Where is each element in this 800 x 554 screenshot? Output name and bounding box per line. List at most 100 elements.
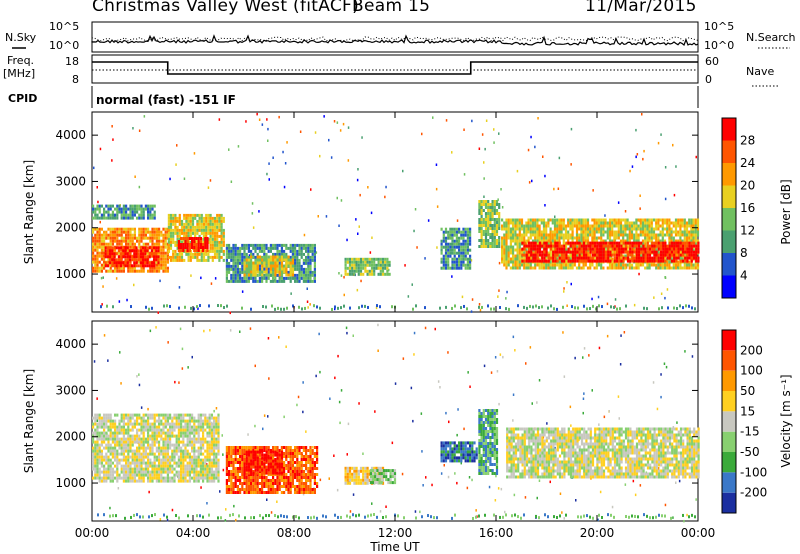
power-cell: [234, 267, 237, 271]
power-cell: [118, 251, 121, 255]
power-cell: [466, 227, 469, 231]
power-cell: [573, 224, 576, 228]
power-ground-speckle: [265, 305, 267, 309]
power-cell: [516, 263, 519, 267]
power-cell: [232, 273, 235, 277]
power-cell: [296, 273, 299, 277]
power-cell: [166, 257, 169, 261]
power-cell: [261, 249, 264, 253]
velocity-cell: [98, 476, 101, 480]
power-cell: [160, 263, 163, 267]
power-speckle: [303, 233, 306, 237]
power-ground-speckle: [571, 305, 573, 309]
velocity-ground-speckle: [175, 514, 177, 518]
power-cell: [186, 237, 189, 240]
power-cell: [116, 207, 119, 211]
velocity-speckle: [247, 433, 249, 436]
power-cell: [298, 273, 301, 277]
power-cell: [615, 218, 618, 222]
power-cell: [692, 266, 695, 270]
power-cell: [232, 249, 235, 253]
velocity-speckle: [524, 496, 527, 499]
power-cell: [696, 239, 700, 243]
power-speckle: [138, 129, 141, 132]
power-cell: [269, 279, 272, 283]
power-cell: [105, 236, 108, 240]
power-cell: [126, 258, 129, 262]
power-cell: [149, 230, 152, 234]
power-speckle: [463, 173, 466, 176]
velocity-speckle: [422, 484, 424, 487]
velocity-cell: [109, 464, 112, 468]
noise-left-label: N.Sky: [5, 31, 37, 44]
power-cell: [120, 230, 123, 234]
power-cell: [151, 242, 154, 246]
power-cell: [582, 241, 586, 245]
power-cell: [672, 239, 675, 243]
power-cell: [531, 221, 535, 225]
velocity-speckle: [229, 329, 232, 332]
power-cell: [679, 263, 682, 267]
velocity-cell: [98, 473, 101, 477]
velocity-ground-speckle: [259, 514, 261, 518]
velocity-ground-speckle: [502, 515, 504, 519]
power-cell: [139, 261, 142, 265]
velocity-cell: [118, 443, 121, 447]
power-speckle: [118, 300, 121, 303]
power-cell: [305, 246, 308, 250]
power-cell: [652, 236, 656, 240]
velocity-speckle: [352, 493, 355, 496]
power-cell: [313, 279, 316, 283]
velocity-speckle: [603, 415, 606, 419]
power-cell: [567, 254, 570, 258]
power-cell: [353, 266, 356, 270]
power-cell: [199, 246, 202, 249]
velocity-speckle: [391, 441, 394, 445]
power-cell: [241, 270, 244, 274]
power-cell: [478, 224, 481, 227]
power-cell: [585, 259, 588, 263]
power-cell: [618, 253, 621, 257]
velocity-cell: [122, 425, 125, 429]
velocity-cell: [98, 458, 101, 462]
power-cell: [641, 227, 645, 231]
velocity-ground-speckle: [382, 515, 384, 519]
power-cell: [491, 209, 494, 212]
noise-right-label: N.Search: [746, 31, 796, 44]
power-cell: [631, 244, 634, 248]
power-ytick-label: 2000: [55, 221, 86, 235]
power-cell: [94, 213, 97, 217]
power-cell: [641, 230, 645, 234]
power-cell: [151, 207, 154, 211]
power-cell: [602, 221, 605, 225]
power-cell: [560, 236, 563, 240]
power-cell: [455, 263, 458, 267]
power-cell: [593, 253, 597, 257]
velocity-cell: [92, 440, 95, 444]
power-ground-speckle: [184, 305, 186, 309]
power-cell: [117, 249, 120, 253]
cpid-value: normal (fast) -151 IF: [96, 93, 236, 107]
power-cell: [585, 244, 588, 248]
power-cell: [586, 266, 590, 270]
power-cell: [469, 248, 472, 252]
power-cell: [225, 276, 228, 280]
power-cell: [505, 263, 508, 267]
power-cell: [198, 222, 201, 226]
power-cell: [655, 221, 658, 225]
power-cell: [493, 218, 496, 221]
power-cell: [681, 247, 685, 251]
power-cell: [624, 233, 627, 237]
power-cell: [619, 230, 623, 234]
power-cell: [177, 240, 180, 243]
velocity-cell: [103, 455, 106, 459]
power-cell: [202, 219, 206, 223]
power-cell: [575, 254, 579, 258]
power-cell: [204, 246, 207, 249]
power-cell: [646, 233, 649, 237]
power-speckle: [306, 287, 308, 290]
power-cell: [155, 246, 158, 250]
power-cell: [153, 230, 156, 234]
power-cell: [666, 250, 669, 254]
power-cell: [261, 246, 264, 250]
